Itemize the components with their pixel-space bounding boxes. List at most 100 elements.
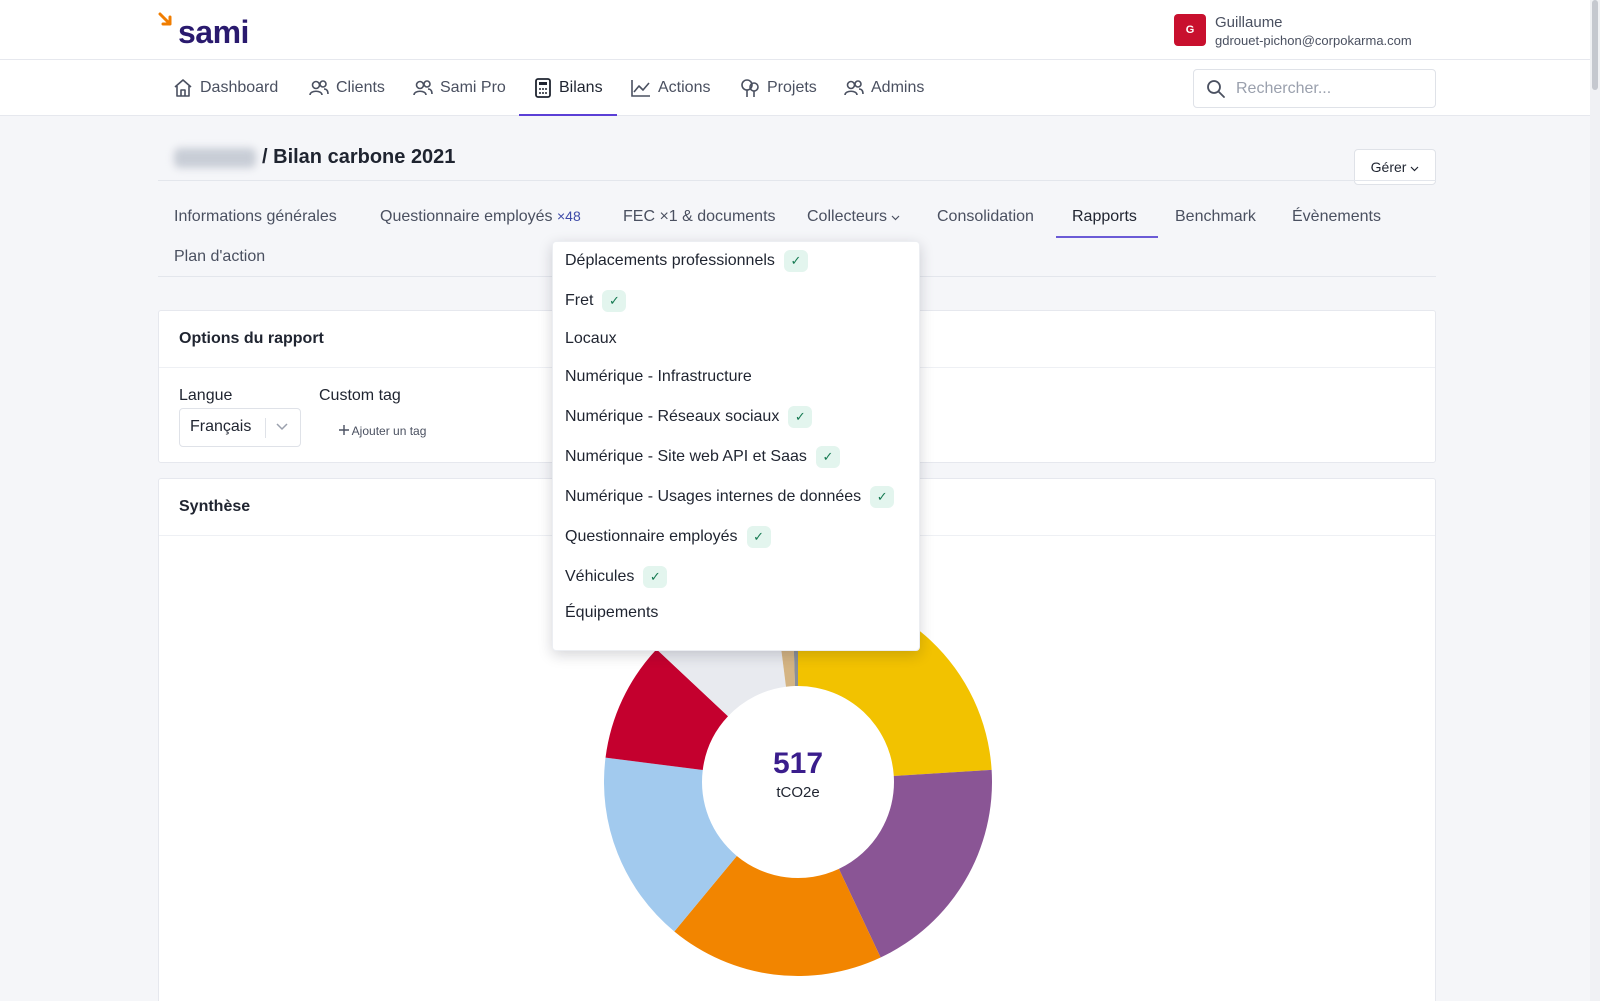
dropdown-item-label: Locaux: [565, 330, 617, 347]
divider: [158, 180, 1436, 181]
dropdown-item-label: Déplacements professionnels: [565, 252, 775, 269]
dropdown-item[interactable]: Déplacements professionnels ✓: [565, 250, 808, 272]
dropdown-item-label: Questionnaire employés: [565, 528, 738, 545]
scrollbar-thumb[interactable]: [1592, 0, 1598, 90]
check-icon: ✓: [746, 526, 771, 548]
scrollbar[interactable]: [1590, 0, 1600, 1001]
nav-label: Admins: [871, 79, 925, 96]
dropdown-item-label: Numérique - Réseaux sociaux: [565, 408, 780, 425]
nav-clients[interactable]: Clients: [308, 60, 385, 116]
breadcrumb-separator: /: [262, 146, 268, 168]
dropdown-item[interactable]: Fret ✓: [565, 290, 627, 312]
nav-sami-pro[interactable]: Sami Pro: [412, 60, 506, 116]
tab-fec-documents[interactable]: FEC ×1 & documents: [623, 208, 776, 226]
chart-total-value: 517: [772, 747, 824, 780]
manage-button-label: Gérer: [1370, 159, 1407, 175]
nav-admins[interactable]: Admins: [843, 60, 924, 116]
dropdown-item-label: Numérique - Site web API et Saas: [565, 448, 807, 465]
check-icon: ✓: [602, 290, 627, 312]
search-input[interactable]: [1236, 79, 1416, 98]
tab-label: Benchmark: [1175, 208, 1256, 225]
dropdown-item-label: Équipements: [565, 604, 659, 621]
users-icon: [413, 80, 433, 96]
dropdown-item[interactable]: Équipements: [565, 604, 658, 622]
card-title: Options du rapport: [179, 330, 324, 347]
blurred-organization-name[interactable]: [174, 147, 256, 168]
search-icon: [1207, 79, 1225, 98]
tab-count-badge: ×48: [557, 208, 581, 224]
user-email: gdrouet-pichon@corpokarma.com: [1215, 33, 1412, 48]
dropdown-item[interactable]: Locaux: [565, 330, 617, 348]
language-select[interactable]: Français: [179, 408, 301, 447]
dropdown-item[interactable]: Numérique - Site web API et Saas ✓: [565, 446, 840, 468]
custom-tag-label: Custom tag: [319, 387, 401, 404]
nav-dashboard[interactable]: Dashboard: [172, 60, 278, 116]
users-icon: [309, 80, 329, 96]
nav-label: Clients: [336, 79, 385, 96]
donut-segment-red[interactable]: [605, 649, 729, 770]
donut-segment-purple[interactable]: [838, 769, 992, 958]
dropdown-item[interactable]: Numérique - Réseaux sociaux ✓: [565, 406, 813, 428]
add-tag-label: Ajouter un tag: [351, 424, 427, 438]
dropdown-item-label: Numérique - Usages internes de données: [565, 488, 862, 505]
nav-actions[interactable]: Actions: [630, 60, 710, 116]
manage-button[interactable]: Gérer: [1354, 149, 1436, 185]
check-icon: ✓: [870, 486, 895, 508]
tab-evenements[interactable]: Évènements: [1292, 208, 1381, 226]
dropdown-item-label: Véhicules: [565, 568, 635, 585]
tab-collecteurs[interactable]: Collecteurs: [807, 208, 900, 226]
top-bar: sami G Guillaume gdrouet-pichon@corpokar…: [0, 0, 1600, 60]
tab-benchmark[interactable]: Benchmark: [1175, 208, 1256, 226]
tab-label: Évènements: [1292, 208, 1381, 225]
dropdown-item[interactable]: Questionnaire employés ✓: [565, 526, 771, 548]
dropdown-item-label: Numérique - Infrastructure: [565, 368, 752, 385]
tab-informations-generales[interactable]: Informations générales: [174, 208, 337, 226]
logo-arrow-icon: [158, 12, 172, 26]
users-icon: [844, 80, 864, 96]
check-icon: ✓: [783, 250, 808, 272]
tab-consolidation[interactable]: Consolidation: [937, 208, 1034, 226]
search-box[interactable]: [1193, 69, 1436, 108]
nav-bilans[interactable]: Bilans: [519, 60, 617, 116]
dropdown-item[interactable]: Numérique - Usages internes de données ✓: [565, 486, 895, 508]
home-icon: [174, 79, 192, 97]
tab-label: Collecteurs: [807, 208, 888, 225]
chevron-down-icon: [1410, 166, 1419, 172]
sami-logo[interactable]: sami: [158, 12, 268, 52]
check-icon: ✓: [788, 406, 813, 428]
plus-icon: [339, 425, 349, 435]
active-tab-indicator: [1056, 236, 1158, 238]
check-icon: ✓: [815, 446, 840, 468]
breadcrumb: / Bilan carbone 2021: [174, 146, 455, 169]
tab-plan-action[interactable]: Plan d'action: [174, 248, 265, 266]
avatar[interactable]: G: [1174, 14, 1206, 46]
collecteurs-dropdown: Déplacements professionnels ✓ Fret ✓ Locaux N…: [552, 241, 920, 651]
user-name: Guillaume: [1215, 14, 1283, 31]
tab-label: Rapports: [1072, 208, 1137, 225]
logo-text: sami: [178, 14, 249, 50]
add-tag-button[interactable]: Ajouter un tag: [339, 424, 426, 438]
chevron-down-icon: [892, 215, 900, 221]
main-nav: Dashboard Clients Sami Pro Bilans Action…: [0, 60, 1600, 116]
tab-label: FEC ×1 & documents: [623, 208, 776, 225]
trees-icon: [741, 79, 759, 97]
tab-rapports[interactable]: Rapports: [1072, 208, 1137, 226]
tab-label: Informations générales: [174, 208, 337, 225]
donut-segment-lightblue[interactable]: [604, 757, 737, 932]
nav-label: Dashboard: [200, 79, 279, 96]
language-value: Français: [190, 418, 252, 435]
tab-label: Questionnaire employés: [380, 208, 553, 225]
page-title: Bilan carbone 2021: [273, 146, 456, 168]
donut-segment-orange[interactable]: [674, 855, 881, 976]
tab-questionnaire-employes[interactable]: Questionnaire employés ×48: [380, 208, 581, 226]
chart-total-unit: tCO2e: [776, 784, 820, 801]
chart-line-icon: [631, 80, 650, 97]
calculator-icon: [535, 78, 551, 98]
dropdown-item[interactable]: Numérique - Infrastructure: [565, 368, 752, 386]
nav-label: Actions: [658, 79, 711, 96]
chevron-down-icon: [276, 423, 288, 431]
nav-label: Bilans: [559, 79, 603, 96]
nav-projets[interactable]: Projets: [739, 60, 817, 116]
dropdown-item[interactable]: Véhicules ✓: [565, 566, 668, 588]
tab-label: Plan d'action: [174, 248, 266, 265]
